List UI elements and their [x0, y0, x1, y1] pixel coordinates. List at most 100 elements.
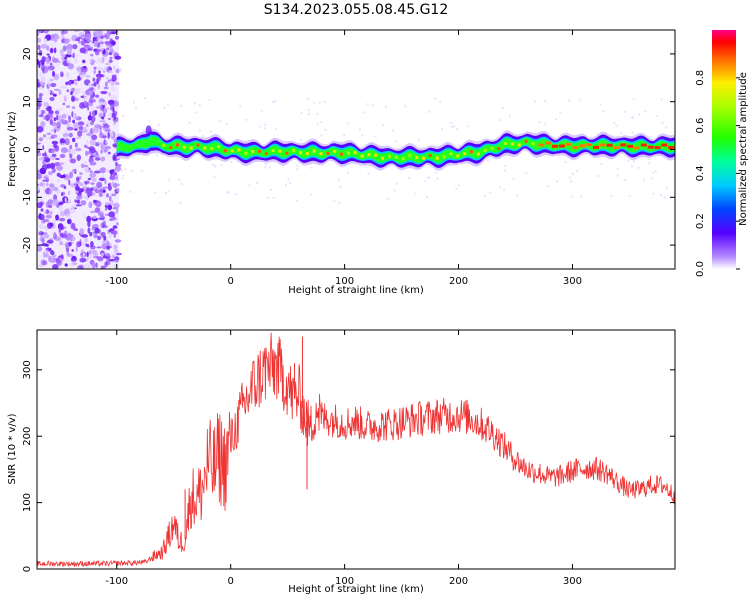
noise-speck — [83, 180, 90, 184]
noise-speck — [107, 204, 113, 211]
noise-speck — [112, 171, 116, 177]
noise-speck — [99, 120, 107, 123]
noise-speck — [114, 256, 120, 261]
colorbar-tick-label: 0.4 — [695, 165, 706, 181]
noise-speck — [64, 197, 67, 203]
noise-speck — [39, 182, 45, 187]
noise-speck — [84, 167, 89, 171]
noise-speck — [56, 108, 63, 111]
noise-speck — [93, 31, 96, 37]
faint-speck — [436, 177, 439, 180]
noise-speck — [83, 161, 88, 164]
faint-speck — [578, 98, 581, 101]
noise-speck — [77, 130, 83, 137]
noise-speck — [100, 231, 106, 238]
faint-speck — [212, 163, 214, 166]
noise-speck — [61, 33, 65, 40]
noise-speck — [105, 193, 110, 198]
ridge-hotspot — [428, 154, 432, 157]
noise-speck — [74, 113, 77, 117]
noise-speck — [75, 185, 80, 191]
noise-speck — [69, 145, 73, 150]
x-tick-label: 300 — [563, 576, 582, 587]
faint-speck — [455, 187, 458, 190]
faint-speck — [543, 100, 546, 103]
noise-speck — [38, 223, 44, 230]
noise-speck — [102, 56, 105, 63]
noise-speck — [108, 52, 113, 56]
noise-speck — [67, 149, 71, 153]
faint-speck — [629, 194, 632, 197]
faint-speck — [503, 165, 506, 167]
y-tick-label: -10 — [22, 189, 33, 205]
noise-speck — [111, 30, 118, 34]
noise-speck — [104, 146, 112, 150]
noise-speck — [91, 106, 94, 110]
noise-speck — [102, 190, 106, 193]
noise-speck — [88, 58, 94, 63]
noise-speck — [61, 192, 64, 197]
ridge-inner — [116, 136, 675, 163]
noise-speck — [94, 124, 102, 128]
noise-speck — [37, 30, 43, 33]
faint-speck — [439, 100, 442, 103]
faint-speck — [556, 180, 559, 183]
noise-speck — [85, 75, 91, 78]
faint-speck — [555, 118, 558, 121]
noise-speck — [53, 47, 57, 54]
noise-speck — [51, 153, 57, 157]
faint-speck — [307, 109, 310, 112]
noise-speck — [52, 167, 56, 173]
noise-speck — [100, 90, 108, 95]
noise-speck — [71, 262, 78, 266]
faint-speck — [299, 139, 302, 142]
noise-speck — [71, 106, 76, 110]
noise-speck — [105, 45, 110, 48]
snr-x-axis-label: Height of straight line (km) — [288, 584, 424, 595]
faint-speck — [343, 133, 346, 136]
faint-speck — [559, 111, 562, 114]
noise-speck — [58, 217, 66, 222]
noise-speck — [96, 181, 103, 189]
noise-speck — [79, 172, 83, 175]
faint-speck — [272, 196, 275, 199]
noise-speck — [70, 262, 73, 268]
faint-speck — [245, 118, 248, 121]
faint-speck — [534, 100, 537, 103]
faint-speck — [660, 194, 663, 197]
ridge-hotspot — [668, 146, 675, 149]
noise-speck — [108, 80, 116, 86]
noise-speck — [58, 86, 66, 89]
noise-speck — [49, 48, 54, 53]
faint-speck — [366, 103, 369, 106]
noise-speck — [50, 82, 57, 88]
noise-speck — [42, 156, 49, 162]
faint-speck — [227, 191, 230, 194]
noise-speck — [54, 129, 57, 134]
faint-speck — [395, 140, 398, 143]
noise-speck — [114, 249, 119, 253]
noise-speck — [90, 115, 96, 123]
noise-speck — [93, 233, 98, 239]
ridge-hotspot — [654, 146, 661, 150]
noise-speck — [86, 189, 93, 197]
ridge-hotspot — [606, 143, 613, 147]
x-tick-label: -100 — [105, 276, 128, 287]
noise-speck — [81, 35, 85, 39]
ridge-hotspot — [531, 142, 535, 146]
ridge-hotspot — [613, 146, 620, 150]
noise-speck — [88, 201, 93, 209]
faint-speck — [359, 164, 362, 167]
noise-speck — [45, 34, 52, 41]
noise-speck — [104, 252, 110, 257]
noise-speck — [108, 183, 110, 187]
noise-speck — [68, 132, 73, 138]
noise-speck — [74, 82, 78, 86]
noise-speck — [56, 121, 61, 129]
faint-speck — [631, 165, 633, 168]
noise-speck — [101, 175, 105, 178]
faint-speck — [647, 162, 650, 165]
faint-speck — [271, 101, 274, 104]
noise-speck — [46, 137, 52, 141]
